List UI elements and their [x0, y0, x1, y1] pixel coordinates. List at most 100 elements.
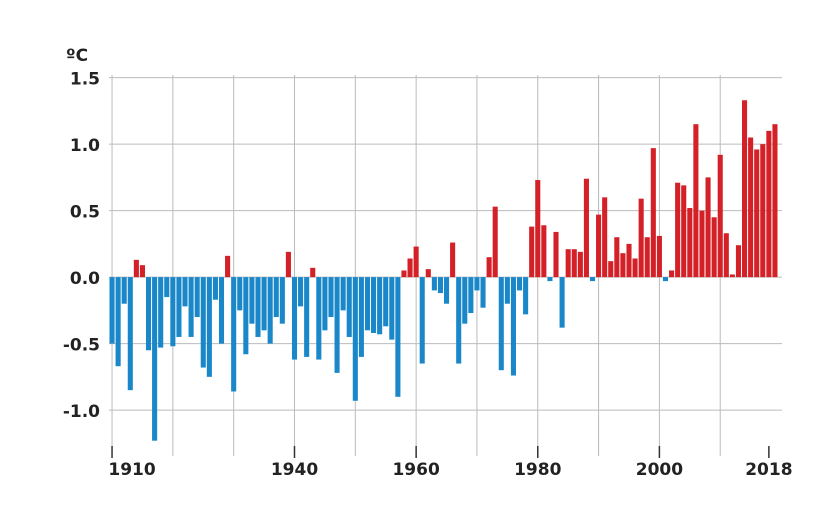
bar — [419, 277, 425, 364]
bar — [158, 277, 164, 348]
bar — [109, 277, 115, 344]
x-tick-label: 1940 — [271, 460, 318, 480]
y-tick-label: 1.0 — [70, 136, 100, 156]
bar — [304, 277, 310, 357]
bar — [316, 277, 322, 360]
bar — [273, 277, 279, 318]
bar — [261, 277, 267, 331]
bar — [255, 277, 261, 337]
bar — [669, 270, 675, 278]
bar — [395, 277, 401, 397]
y-tick-label: 0.0 — [70, 269, 100, 289]
bar — [644, 237, 650, 278]
bar — [492, 206, 498, 278]
bar — [529, 226, 535, 278]
bar — [456, 277, 462, 364]
bar — [510, 277, 516, 376]
bar — [559, 277, 565, 328]
bar — [681, 185, 687, 278]
bar — [474, 277, 480, 291]
bar — [498, 277, 504, 371]
bar — [407, 258, 413, 278]
bar — [547, 277, 553, 282]
bar — [468, 277, 474, 314]
bar — [571, 249, 577, 278]
y-tick-label: -0.5 — [63, 336, 100, 356]
bar — [735, 245, 742, 278]
bar — [437, 277, 443, 294]
bar — [322, 277, 328, 331]
bar — [541, 225, 547, 278]
bar — [754, 149, 760, 278]
bar — [748, 137, 754, 278]
bar — [699, 210, 705, 278]
bar — [206, 277, 212, 377]
bar — [650, 148, 656, 278]
bar — [480, 277, 486, 308]
bar — [523, 277, 529, 315]
bar — [133, 259, 139, 278]
bar — [249, 277, 255, 324]
bar — [182, 277, 188, 307]
bar — [431, 277, 437, 291]
bar — [565, 249, 571, 278]
bar — [444, 277, 450, 304]
bar — [620, 253, 626, 278]
bar — [352, 277, 358, 401]
bar — [772, 124, 778, 278]
bar — [377, 277, 383, 335]
bar — [328, 277, 334, 318]
bar — [194, 277, 200, 318]
bar — [364, 277, 371, 331]
bar — [425, 269, 431, 278]
bar — [170, 277, 176, 347]
bar — [279, 277, 285, 324]
bar — [413, 246, 419, 278]
bar — [188, 277, 194, 337]
y-tick-label: 0.5 — [70, 203, 100, 223]
bar — [553, 231, 559, 278]
bar — [723, 233, 729, 278]
x-tick-label: 1910 — [108, 460, 155, 480]
bar — [115, 277, 121, 367]
bar — [687, 207, 693, 278]
x-tick-label: 1980 — [514, 460, 561, 480]
bar — [346, 277, 352, 337]
bar — [760, 144, 766, 278]
bar — [243, 277, 249, 355]
bar — [583, 178, 589, 278]
bar — [285, 251, 291, 278]
bar — [742, 100, 748, 278]
bar — [121, 277, 127, 304]
bar — [632, 258, 638, 278]
bar — [638, 198, 644, 278]
bar — [614, 237, 620, 278]
bar — [401, 270, 407, 278]
bar — [145, 277, 152, 351]
bar — [212, 277, 218, 300]
x-tick-label: 1960 — [392, 460, 439, 480]
bar — [656, 235, 662, 278]
bar — [176, 277, 182, 337]
bar — [504, 277, 510, 304]
bar — [164, 277, 170, 298]
bar — [371, 277, 377, 333]
bar — [577, 251, 583, 278]
bar — [626, 243, 632, 278]
bar — [766, 130, 772, 278]
y-tick-label: -1.0 — [63, 402, 100, 422]
bar — [717, 154, 723, 278]
bar — [298, 277, 304, 307]
x-tick-label: 2000 — [636, 460, 683, 480]
x-tick-label: 2018 — [745, 460, 792, 480]
bar — [225, 255, 231, 278]
bar — [291, 277, 298, 360]
bar — [267, 277, 273, 344]
bar — [237, 277, 243, 311]
bar — [602, 197, 608, 278]
bar — [516, 277, 523, 291]
bar — [334, 277, 340, 373]
bar — [218, 277, 225, 344]
y-tick-label: 1.5 — [70, 70, 100, 90]
